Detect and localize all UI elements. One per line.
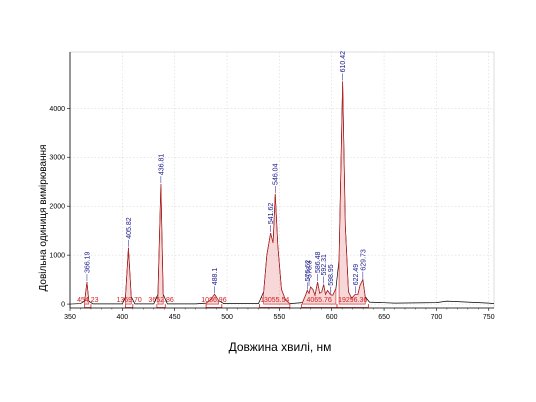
peak-label: 576.62 — [305, 260, 312, 282]
peak-label: 598.95 — [328, 264, 335, 286]
peak-label: 488.1 — [212, 268, 219, 286]
peak-label: 578.3 — [307, 260, 314, 278]
y-tick-label: 3000 — [49, 155, 65, 162]
peak-label: 546.04 — [273, 163, 280, 185]
peak-label: 629.73 — [360, 249, 367, 271]
x-tick-label: 650 — [378, 314, 390, 321]
y-tick-label: 4000 — [49, 106, 65, 113]
peak-label: 622.49 — [353, 264, 360, 286]
y-tick-label: 0 — [61, 302, 65, 309]
peak-label: 436.81 — [158, 154, 165, 176]
peak-label: 366.19 — [84, 252, 91, 274]
peak-fill — [205, 293, 219, 305]
integration-value-label: 3652.86 — [148, 297, 173, 304]
grid-layer — [69, 51, 495, 309]
plot-frame — [69, 51, 495, 309]
region-layer: 454.23 1369.70 3652.86 1086.96 13055.54 4065.… — [77, 297, 369, 308]
axis-layer: Довжина хвилі, нм Довільна одиниця вимір… — [38, 52, 495, 354]
peak-fill — [84, 282, 90, 305]
x-axis-title: Довжина хвилі, нм — [229, 340, 332, 354]
x-tick-label: 350 — [64, 314, 76, 321]
peak-label: 586.48 — [315, 252, 322, 274]
series-layer — [69, 81, 495, 305]
peak-label-layer: 366.19 405.82 436.81 488.1 541.62 546.04 576.6… — [84, 51, 367, 294]
integration-value-label: 19296.36 — [338, 297, 367, 304]
integration-value-label: 1369.70 — [116, 297, 141, 304]
peak-label: 592.31 — [321, 254, 328, 276]
integration-value-label: 4065.76 — [307, 297, 332, 304]
y-tick-label: 2000 — [49, 204, 65, 211]
x-tick-label: 500 — [221, 314, 233, 321]
integration-value-label: 1086.96 — [201, 297, 226, 304]
x-tick-label: 700 — [431, 314, 443, 321]
spectrum-line — [69, 81, 495, 305]
peak-fill — [125, 247, 132, 305]
x-tick-label: 550 — [274, 314, 286, 321]
integration-value-label: 454.23 — [77, 297, 99, 304]
peak-fill — [302, 282, 337, 305]
y-tick-label: 1000 — [49, 253, 65, 260]
x-tick-label: 450 — [169, 314, 181, 321]
peak-label: 610.42 — [340, 51, 347, 73]
peak-fill — [263, 193, 291, 305]
x-tick-label: 600 — [326, 314, 338, 321]
peak-label: 541.62 — [268, 203, 275, 225]
y-axis-title: Довільна одиниця вимірювання — [38, 145, 49, 292]
x-tick-label: 750 — [483, 314, 495, 321]
x-tick-label: 400 — [117, 314, 129, 321]
peak-fill — [157, 184, 164, 305]
peak-fill — [338, 81, 366, 305]
peak-label: 405.82 — [126, 217, 133, 239]
integration-value-label: 13055.54 — [260, 297, 289, 304]
